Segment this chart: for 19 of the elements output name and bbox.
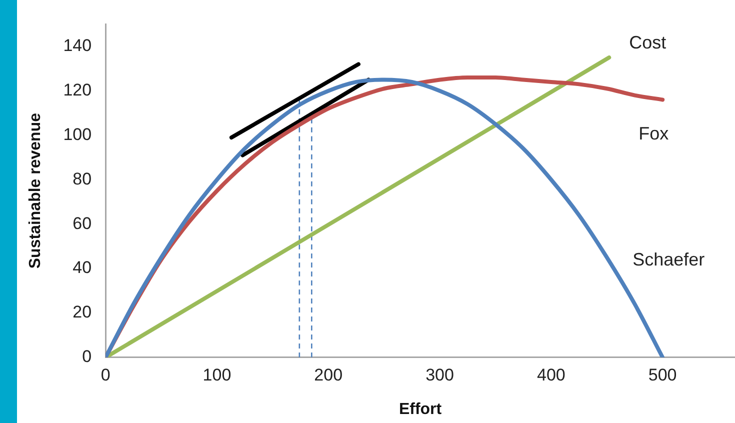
x-tick-label: 200 — [314, 365, 343, 384]
x-tick-label: 300 — [426, 365, 454, 384]
y-tick-label: 60 — [72, 214, 92, 233]
y-tick-label: 80 — [72, 169, 92, 188]
y-tick-label: 120 — [63, 80, 92, 100]
x-tick-label: 400 — [536, 365, 566, 384]
y-tick-label: 40 — [72, 258, 92, 278]
y-tick-label: 0 — [82, 347, 92, 366]
series-label: Cost — [629, 32, 666, 52]
x-tick-label: 0 — [100, 365, 110, 384]
x-tick-label: 500 — [648, 365, 677, 384]
y-axis-title: Sustainable revenue — [27, 112, 44, 269]
x-tick-label: 100 — [202, 365, 232, 384]
series-label: Fox — [638, 124, 669, 144]
series-label: Schaefer — [632, 249, 705, 270]
y-tick-label: 100 — [63, 124, 92, 144]
x-axis-title: Effort — [398, 400, 442, 418]
y-tick-label: 140 — [63, 36, 92, 56]
y-tick-label: 20 — [72, 302, 92, 322]
